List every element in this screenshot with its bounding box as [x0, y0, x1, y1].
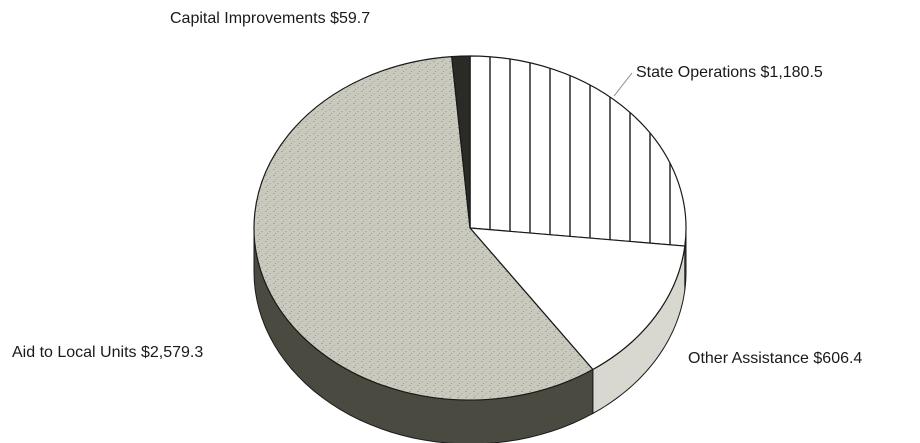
state-operations-leader-line [613, 72, 633, 97]
pie-slice-capital-improvements [451, 55, 471, 229]
label-aid-to-local-units: Aid to Local Units $2,579.3 [12, 344, 203, 361]
pie-slice-aid-to-local-units [253, 55, 594, 401]
pie-top [253, 55, 687, 401]
label-other-assistance: Other Assistance $606.4 [688, 350, 862, 367]
label-state-operations: State Operations $1,180.5 [636, 64, 823, 81]
pie-slice-other-assistance [468, 227, 686, 371]
label-capital-improvements: Capital Improvements $59.7 [170, 10, 370, 27]
pie-labels: Capital Improvements $59.7 State Operati… [12, 10, 862, 367]
pie-slice-state-operations [469, 55, 687, 247]
